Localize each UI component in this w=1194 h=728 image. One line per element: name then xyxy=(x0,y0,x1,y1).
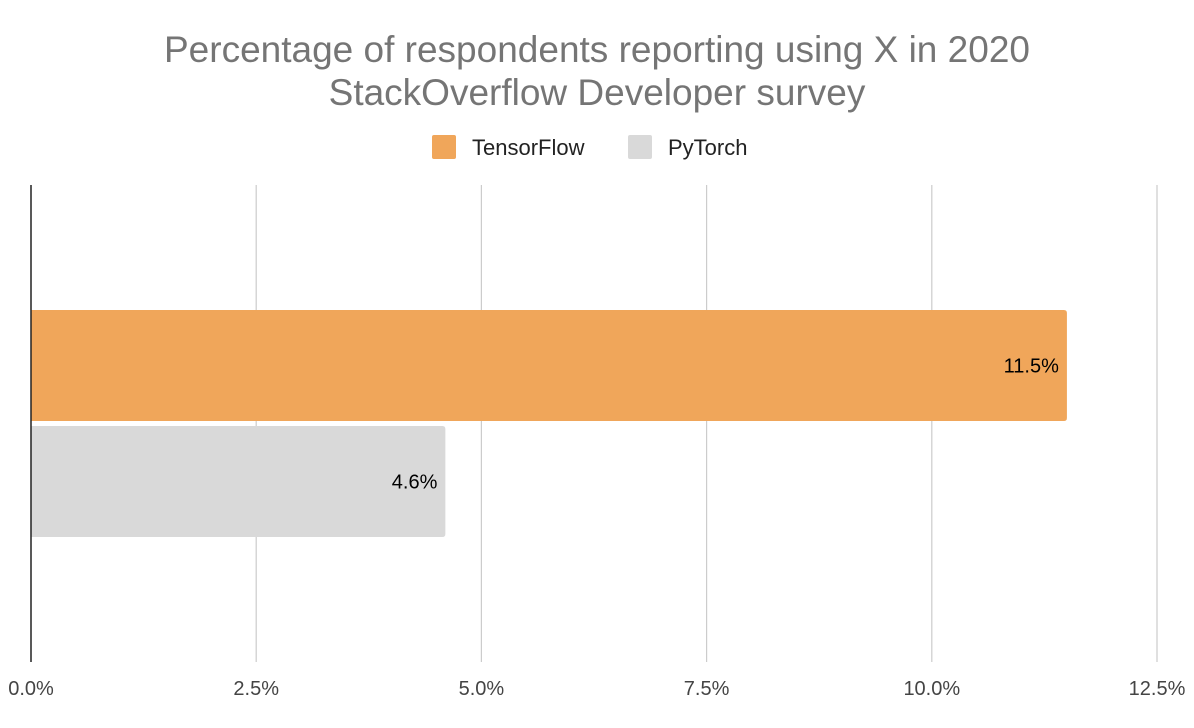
x-tick-label-5-0: 5.0% xyxy=(459,678,505,700)
bar-tensorflow xyxy=(31,310,1067,421)
legend-label-tensorflow: TensorFlow xyxy=(472,135,585,160)
legend: TensorFlow PyTorch xyxy=(432,135,747,160)
x-axis-tick-labels: 0.0% 2.5% 5.0% 7.5% 10.0% 12.5% xyxy=(8,678,1185,700)
legend-swatch-tensorflow xyxy=(432,135,456,159)
x-tick-label-0-0: 0.0% xyxy=(8,678,54,700)
gridlines xyxy=(255,185,1158,662)
x-tick-label-12-5: 12.5% xyxy=(1129,678,1186,700)
chart-title-line-1: Percentage of respondents reporting usin… xyxy=(164,29,1030,70)
chart-title: Percentage of respondents reporting usin… xyxy=(164,29,1030,113)
data-label-pytorch: 4.6% xyxy=(392,472,438,494)
bars xyxy=(31,310,1067,537)
data-label-tensorflow: 11.5% xyxy=(1004,356,1059,378)
chart-title-line-2: StackOverflow Developer survey xyxy=(329,72,866,113)
legend-item-tensorflow: TensorFlow xyxy=(432,135,585,160)
legend-label-pytorch: PyTorch xyxy=(668,135,747,160)
bar-pytorch xyxy=(31,426,446,537)
x-tick-label-2-5: 2.5% xyxy=(233,678,279,700)
data-labels: 11.5% 4.6% xyxy=(392,356,1059,494)
x-tick-label-7-5: 7.5% xyxy=(684,678,730,700)
legend-item-pytorch: PyTorch xyxy=(628,135,747,160)
legend-swatch-pytorch xyxy=(628,135,652,159)
x-tick-label-10-0: 10.0% xyxy=(903,678,960,700)
